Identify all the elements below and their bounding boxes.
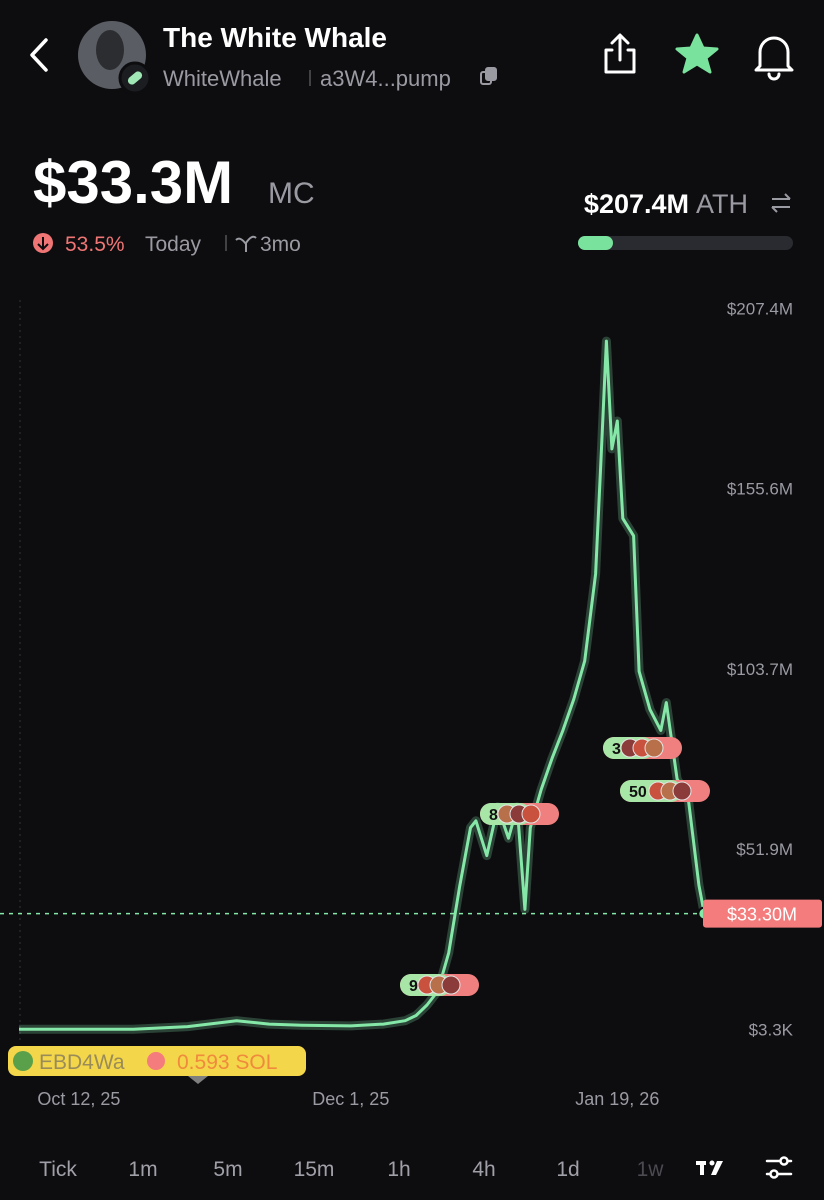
avatar-figure xyxy=(96,30,124,70)
timeframe-option[interactable]: 5m xyxy=(213,1158,242,1181)
x-tick-label: Oct 12, 25 xyxy=(37,1089,120,1109)
token-age: 3mo xyxy=(260,233,301,256)
timeframe-option[interactable]: 1w xyxy=(637,1158,665,1181)
copy-icon[interactable] xyxy=(480,67,497,85)
trader-avatar xyxy=(441,975,461,995)
timeframe-option[interactable]: Tick xyxy=(39,1158,77,1181)
timeframe-bar: Tick 1m 5m 15m 1h 4h 1d 1w xyxy=(39,1158,664,1181)
tradingview-button[interactable] xyxy=(696,1160,723,1176)
price-line xyxy=(19,339,706,1031)
x-tick-label: Dec 1, 25 xyxy=(312,1089,389,1109)
first-buy-wallet: EBD4Wa xyxy=(39,1051,125,1074)
trade-marker[interactable]: 9 xyxy=(400,974,479,996)
chart: $3.3K $51.9M $103.7M $155.6M $207.4M Oct 12, … xyxy=(0,299,822,1109)
y-tick-label: $103.7M xyxy=(727,660,793,679)
last-price-label: $33.30M xyxy=(727,905,797,925)
trade-marker[interactable]: 50 xyxy=(620,780,710,802)
marker-count: 50 xyxy=(629,784,647,801)
y-tick-label: $155.6M xyxy=(727,479,793,498)
wallet-avatar xyxy=(13,1051,33,1071)
y-tick-label: $207.4M xyxy=(727,299,793,318)
settings-button[interactable] xyxy=(765,1156,793,1179)
swap-icon[interactable] xyxy=(771,193,791,213)
pill-icon xyxy=(127,71,143,85)
back-button[interactable] xyxy=(30,38,48,72)
timeframe-option[interactable]: 1d xyxy=(556,1158,579,1181)
trader-avatar xyxy=(672,781,692,801)
marker-count: 3 xyxy=(612,741,621,758)
x-tick-label: Jan 19, 26 xyxy=(575,1089,659,1109)
change-period: Today xyxy=(145,233,202,256)
marker-count: 8 xyxy=(489,807,498,824)
marker-count: 9 xyxy=(409,978,418,995)
timeframe-option[interactable]: 1m xyxy=(128,1158,157,1181)
ath-progress-track xyxy=(578,236,793,250)
first-buy-amount: 0.593 SOL xyxy=(177,1051,277,1074)
token-handle: WhiteWhale xyxy=(163,66,282,91)
y-tick-label: $3.3K xyxy=(749,1020,794,1039)
timeframe-option[interactable]: 1h xyxy=(387,1158,410,1181)
ath-label: ATH xyxy=(696,189,748,219)
badge-pointer xyxy=(188,1076,208,1084)
down-arrow xyxy=(37,237,49,251)
timeframe-option[interactable]: 4h xyxy=(472,1158,495,1181)
token-title: The White Whale xyxy=(163,22,387,53)
age-icon xyxy=(235,235,257,252)
alert-bell[interactable] xyxy=(754,36,794,81)
contract-address[interactable]: a3W4...pump xyxy=(320,66,451,91)
market-cap: $33.3M xyxy=(33,149,233,216)
sol-icon xyxy=(147,1052,165,1070)
share-button[interactable] xyxy=(604,33,636,74)
y-tick-label: $51.9M xyxy=(736,840,793,859)
price-change: 53.5% xyxy=(65,233,125,256)
trade-marker[interactable]: 3 xyxy=(603,737,682,759)
market-cap-unit: MC xyxy=(268,177,315,210)
favorite-star[interactable] xyxy=(675,33,719,74)
ath-progress-fill xyxy=(578,236,613,250)
ath-value: $207.4M xyxy=(584,189,689,219)
timeframe-option[interactable]: 15m xyxy=(294,1158,335,1181)
trade-marker[interactable]: 8 xyxy=(480,803,559,825)
last-price-tag xyxy=(703,899,822,928)
trader-avatar xyxy=(644,738,664,758)
trader-avatar xyxy=(521,804,541,824)
